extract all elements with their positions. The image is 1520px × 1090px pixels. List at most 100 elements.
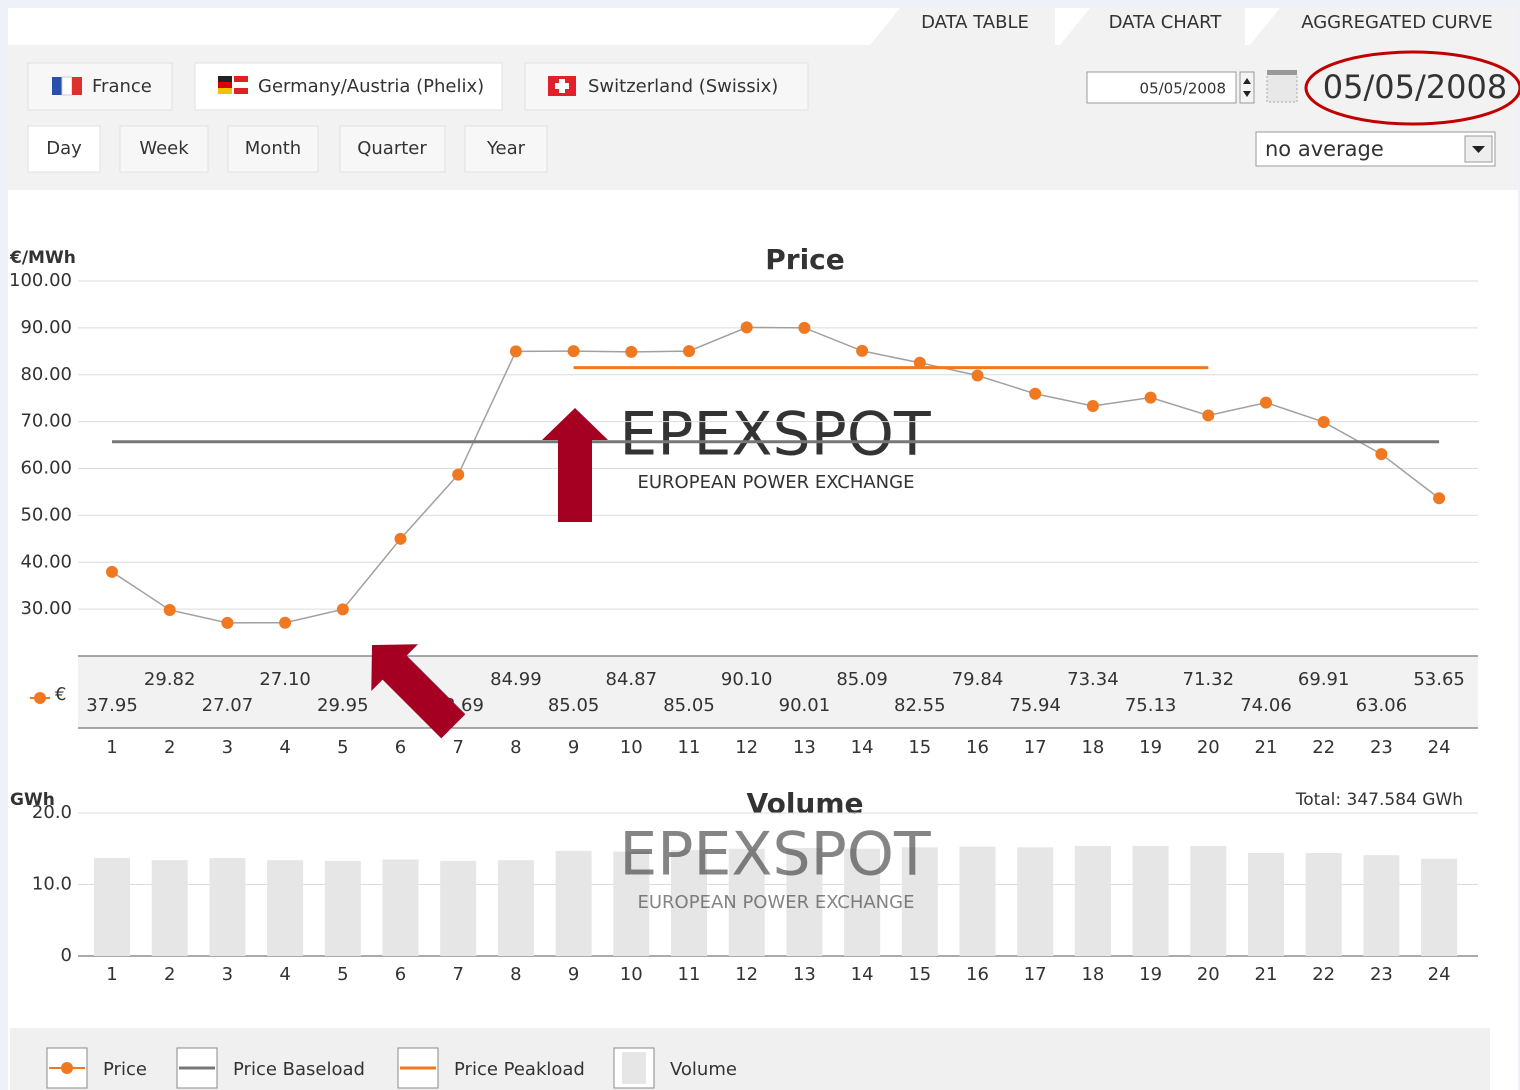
data-label: 79.84 — [952, 669, 1004, 690]
x-tick-label: 13 — [793, 964, 816, 985]
average-select[interactable] — [1255, 131, 1496, 167]
data-label: 90.10 — [721, 669, 773, 690]
data-label: 75.94 — [1009, 695, 1061, 716]
point — [279, 616, 292, 629]
point — [740, 321, 753, 334]
point — [1433, 492, 1446, 505]
x-tick-label: 16 — [966, 737, 989, 758]
legend-label: Price Peakload — [454, 1059, 585, 1080]
watermark-subtitle: EUROPEAN POWER EXCHANGE — [638, 472, 915, 493]
period-button[interactable] — [227, 125, 319, 173]
point — [336, 603, 349, 616]
tab[interactable] — [870, 8, 1055, 45]
bar — [267, 860, 304, 956]
x-tick-label: 8 — [510, 737, 521, 758]
period-button[interactable] — [119, 125, 209, 173]
period-button[interactable] — [339, 125, 446, 173]
x-tick-label: 22 — [1312, 964, 1335, 985]
x-tick-label: 1 — [106, 737, 117, 758]
market-label[interactable]: France — [92, 76, 152, 97]
data-label: 73.34 — [1067, 669, 1119, 690]
bar — [497, 860, 534, 956]
point — [1202, 409, 1215, 422]
period-label[interactable]: Day — [46, 138, 82, 159]
data-label: 63.06 — [1356, 695, 1408, 716]
x-tick-label: 23 — [1370, 964, 1393, 985]
date-input[interactable] — [1086, 71, 1237, 104]
tab-label[interactable]: DATA CHART — [1109, 12, 1223, 33]
point — [971, 369, 984, 382]
x-tick-label: 2 — [164, 737, 175, 758]
tab-label[interactable]: DATA TABLE — [921, 12, 1029, 33]
period-label[interactable]: Quarter — [357, 138, 427, 159]
data-label: 29.95 — [317, 695, 369, 716]
tab[interactable] — [1250, 8, 1518, 45]
bar — [1421, 858, 1458, 956]
bar — [1305, 853, 1342, 956]
tab[interactable] — [1060, 8, 1245, 45]
period-label[interactable]: Year — [486, 138, 526, 159]
bar — [382, 859, 419, 956]
bar — [901, 847, 938, 956]
y-tick-label: 100.00 — [9, 270, 72, 291]
y-axis-label: €/MWh — [9, 248, 76, 268]
point — [509, 345, 522, 358]
period-label[interactable]: Week — [139, 138, 189, 159]
x-tick-label: 20 — [1197, 737, 1220, 758]
select-arrow[interactable] — [1464, 135, 1493, 163]
period-label[interactable]: Month — [245, 138, 301, 159]
table-legend-dot — [34, 692, 46, 704]
period-button[interactable] — [464, 125, 548, 173]
date-input-text[interactable]: 05/05/2008 — [1140, 80, 1226, 98]
period-button[interactable] — [27, 125, 101, 173]
bar — [959, 846, 996, 956]
data-table-band — [78, 656, 1478, 728]
x-tick-label: 6 — [395, 964, 406, 985]
bar — [1074, 845, 1111, 956]
table-label: € — [55, 684, 66, 705]
y-tick-label: 30.00 — [20, 598, 72, 619]
point — [452, 468, 465, 481]
x-tick-label: 21 — [1255, 964, 1278, 985]
x-tick-label: 1 — [106, 964, 117, 985]
market-label[interactable]: Switzerland (Swissix) — [588, 76, 778, 97]
point — [1029, 387, 1042, 400]
market-label[interactable]: Germany/Austria (Phelix) — [258, 76, 484, 97]
y-tick-label: 20.0 — [32, 802, 72, 823]
data-label: 27.07 — [202, 695, 254, 716]
bar — [324, 860, 361, 956]
point — [163, 603, 176, 616]
x-tick-label: 10 — [620, 737, 643, 758]
highlight-ellipse — [1304, 50, 1520, 126]
date-display: 05/05/2008 — [1323, 68, 1507, 106]
bar — [1017, 847, 1054, 956]
annotation: Total: 347.584 GWh — [1295, 790, 1463, 810]
watermark: EPEXSPOT — [619, 400, 931, 470]
bar — [151, 860, 188, 956]
legend-swatch — [622, 1052, 646, 1084]
x-tick-label: 11 — [678, 964, 701, 985]
data-label: 29.82 — [144, 669, 196, 690]
x-tick-label: 6 — [395, 737, 406, 758]
y-tick-label: 10.0 — [32, 874, 72, 895]
point — [856, 344, 869, 357]
bar — [1363, 855, 1400, 956]
x-tick-label: 9 — [568, 964, 579, 985]
series-line — [111, 326, 1440, 624]
average-select-text[interactable]: no average — [1265, 137, 1384, 161]
y-tick-label: 70.00 — [20, 411, 72, 432]
watermark: EPEXSPOT — [619, 820, 931, 890]
x-tick-label: 23 — [1370, 737, 1393, 758]
x-tick-label: 7 — [452, 737, 463, 758]
x-tick-label: 3 — [222, 737, 233, 758]
date-spinner[interactable] — [1239, 71, 1255, 104]
calendar-icon[interactable] — [1266, 70, 1298, 103]
bar — [844, 848, 881, 956]
x-tick-label: 4 — [279, 737, 290, 758]
bar — [1190, 845, 1227, 956]
watermark-subtitle: EUROPEAN POWER EXCHANGE — [638, 892, 915, 913]
tab-label[interactable]: AGGREGATED CURVE — [1301, 12, 1493, 33]
chart-title: Price — [765, 243, 845, 276]
x-tick-label: 7 — [452, 964, 463, 985]
x-tick-label: 4 — [279, 964, 290, 985]
